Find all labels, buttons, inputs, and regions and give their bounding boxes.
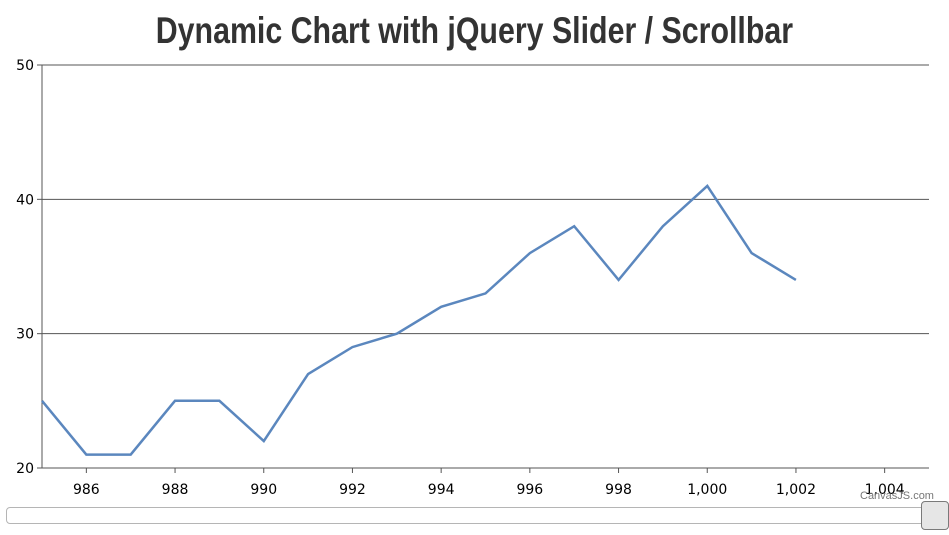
axes xyxy=(41,65,929,469)
x-tick-label: 1,002 xyxy=(776,482,816,498)
y-tick-label: 40 xyxy=(16,192,34,208)
chart-scroll-slider-track[interactable] xyxy=(6,507,934,524)
x-tick-label: 996 xyxy=(516,482,543,498)
gridlines xyxy=(42,64,929,469)
x-tick-label: 998 xyxy=(605,482,632,498)
y-tick-label: 20 xyxy=(16,461,34,477)
x-tick-label: 986 xyxy=(73,482,100,498)
x-tick-label: 990 xyxy=(250,482,277,498)
x-axis-ticks: 986 988 990 992 994 996 998 1,000 1,002 1,004 xyxy=(73,468,905,498)
series-line xyxy=(41,183,797,456)
chart-title: Dynamic Chart with jQuery Slider / Scrol… xyxy=(155,10,794,51)
x-tick-label: 992 xyxy=(339,482,366,498)
line-chart: 20 30 40 50 986 988 990 992 994 996 998 1,000 1,002… xyxy=(16,58,929,498)
series-layer xyxy=(41,183,797,456)
canvasjs-credit-link[interactable]: CanvasJS.com xyxy=(860,490,934,502)
x-tick-label: 994 xyxy=(428,482,455,498)
y-tick-label: 30 xyxy=(16,327,34,343)
y-axis-ticks: 20 30 40 50 xyxy=(16,58,42,477)
chart-scroll-slider-handle[interactable] xyxy=(921,501,949,530)
x-tick-label: 1,004 xyxy=(865,482,905,498)
x-tick-label: 988 xyxy=(162,482,189,498)
x-tick-label: 1,000 xyxy=(687,482,727,498)
y-tick-label: 50 xyxy=(16,58,34,74)
